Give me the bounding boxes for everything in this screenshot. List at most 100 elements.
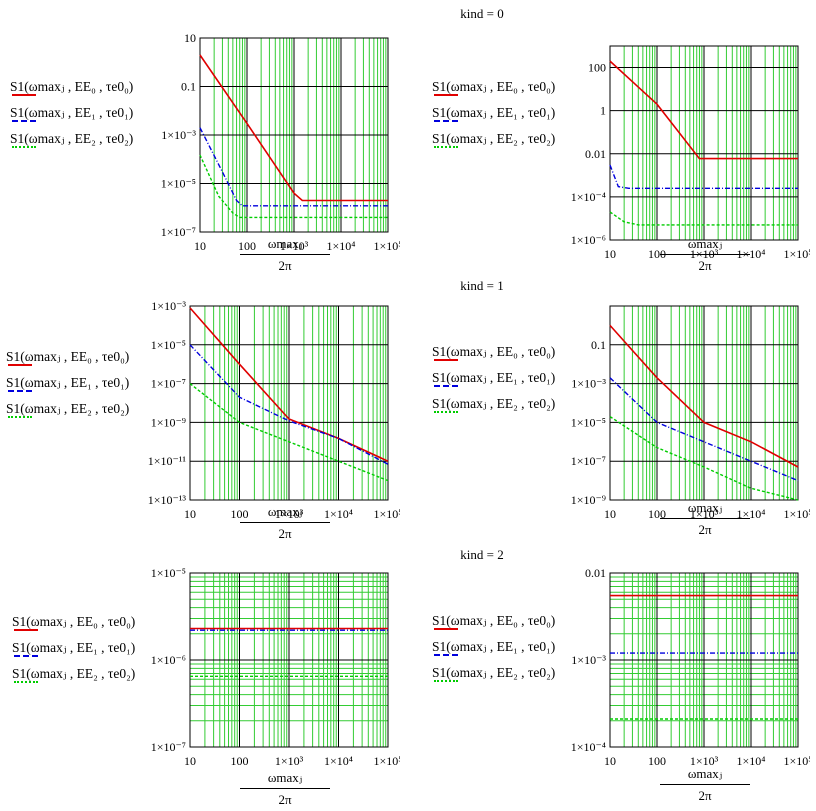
y-tick-label: 1×10⁻⁴ [571, 740, 606, 754]
legend-label: S1(ωmaxⱼ , EE₀ , τe0₀) [10, 79, 134, 94]
xlabel-kind1-left: ωmaxⱼ 2π [240, 504, 330, 542]
x-tick-label: 100 [648, 507, 666, 521]
x-tick-label: 1×10³ [280, 239, 309, 253]
y-tick-label: 1×10⁻¹¹ [148, 454, 187, 468]
legend-entry: S1(ωmaxⱼ , EE₂ , τe0₂) [432, 397, 555, 423]
legend-entry: S1(ωmaxⱼ , EE₂ , τe0₂) [432, 666, 555, 692]
xlabel-kind2-left: ωmaxⱼ 2π [240, 770, 330, 808]
legend-label: S1(ωmaxⱼ , EE₂ , τe0₂) [12, 666, 136, 681]
legend-entry: S1(ωmaxⱼ , EE₁ , τe0₁) [432, 106, 555, 132]
x-tick-label: 10 [194, 239, 206, 253]
y-tick-label: 100 [588, 61, 606, 75]
xlabel-denominator: 2π [698, 522, 712, 537]
y-tick-label: 1×10⁻⁹ [571, 493, 606, 507]
legend-entry: S1(ωmaxⱼ , EE₂ , τe0₂) [432, 132, 555, 158]
x-tick-label: 1×10⁵ [374, 239, 400, 253]
legend-swatch [434, 146, 458, 148]
x-tick-label: 10 [184, 507, 196, 521]
legend-label: S1(ωmaxⱼ , EE₁ , τe0₁) [6, 375, 130, 390]
xlabel-kind1-right: ωmaxⱼ 2π [660, 500, 750, 538]
xlabel-numerator: ωmaxⱼ [240, 236, 330, 255]
plot-frame [199, 37, 389, 233]
legend-label: S1(ωmaxⱼ , EE₂ , τe0₂) [10, 131, 134, 146]
series-line-2 [199, 154, 388, 219]
x-tick-label: 100 [648, 247, 666, 261]
legend-label: S1(ωmaxⱼ , EE₀ , τe0₀) [12, 614, 136, 629]
y-tick-label: 1×10⁻⁹ [151, 415, 186, 429]
xlabel-numerator: ωmaxⱼ [240, 504, 330, 523]
legend-entry: S1(ωmaxⱼ , EE₀ , τe0₀) [6, 350, 129, 376]
x-tick-label: 1×10³ [275, 507, 304, 521]
x-tick-label: 1×10⁵ [784, 754, 810, 768]
x-tick-label: 100 [648, 754, 666, 768]
legend-label: S1(ωmaxⱼ , EE₁ , τe0₁) [12, 640, 136, 655]
legend-swatch [12, 120, 36, 122]
legend-label: S1(ωmaxⱼ , EE₀ , τe0₀) [432, 613, 556, 628]
kind-label-1: kind = 1 [460, 278, 504, 293]
legend-swatch [434, 385, 458, 387]
plot-frame [609, 305, 799, 501]
plot-frame [189, 572, 389, 748]
series-line-0 [609, 60, 798, 160]
x-tick-label: 100 [231, 507, 249, 521]
legend-entry: S1(ωmaxⱼ , EE₀ , τe0₀) [432, 614, 555, 640]
plot-frame [609, 572, 799, 748]
legend-swatch [12, 146, 36, 148]
legend-label: S1(ωmaxⱼ , EE₁ , τe0₁) [432, 370, 556, 385]
series-line-2 [609, 416, 799, 501]
y-tick-label: 1×10⁻³ [571, 653, 606, 667]
legend-swatch [12, 94, 36, 96]
x-tick-label: 10 [184, 754, 196, 768]
series-line-2 [609, 211, 798, 226]
legend-entry: S1(ωmaxⱼ , EE₀ , τe0₀) [432, 345, 555, 371]
y-tick-label: 1×10⁻³ [161, 128, 196, 142]
legend-label: S1(ωmaxⱼ , EE₁ , τe0₁) [10, 105, 134, 120]
plot-frame [609, 45, 799, 241]
x-tick-label: 1×10³ [690, 507, 719, 521]
xlabel-numerator: ωmaxⱼ [660, 766, 750, 785]
legend-swatch [8, 364, 32, 366]
x-tick-label: 1×10⁴ [737, 754, 766, 768]
x-tick-label: 1×10⁴ [324, 507, 353, 521]
legend-label: S1(ωmaxⱼ , EE₂ , τe0₂) [432, 665, 556, 680]
xlabel-denominator: 2π [698, 788, 712, 803]
xlabel-denominator: 2π [278, 792, 292, 807]
y-tick-label: 1×10⁻³ [151, 299, 186, 313]
legend-swatch [434, 654, 458, 656]
y-tick-label: 1×10⁻⁵ [571, 415, 606, 429]
legend-swatch [8, 390, 32, 392]
legend-entry: S1(ωmaxⱼ , EE₁ , τe0₁) [432, 371, 555, 397]
x-tick-label: 1×10³ [690, 754, 719, 768]
xlabel-numerator: ωmaxⱼ [660, 500, 750, 519]
legend-label: S1(ωmaxⱼ , EE₂ , τe0₂) [432, 396, 556, 411]
x-tick-label: 1×10⁴ [327, 239, 356, 253]
x-tick-label: 10 [604, 754, 616, 768]
y-tick-label: 0.01 [585, 566, 606, 580]
chart-kind2-right: 10 100 1×10³ 1×10⁴ 1×10⁵ 1×10⁻⁴ 1×10⁻³ 0.01 [571, 566, 810, 768]
x-tick-label: 100 [231, 754, 249, 768]
legend-swatch [14, 629, 38, 631]
y-tick-label: 1×10⁻⁵ [151, 566, 186, 580]
kind-label-0: kind = 0 [460, 6, 504, 21]
x-tick-label: 1×10³ [275, 754, 304, 768]
y-tick-label: 1×10⁻⁶ [151, 653, 186, 667]
y-tick-label: 0.1 [591, 338, 606, 352]
y-tick-label: 1×10⁻⁷ [161, 225, 196, 239]
legend-kind1-right: S1(ωmaxⱼ , EE₀ , τe0₀) S1(ωmaxⱼ , EE₁ , τ… [432, 345, 555, 423]
legend-entry: S1(ωmaxⱼ , EE₂ , τe0₂) [12, 667, 135, 693]
x-tick-label: 10 [604, 247, 616, 261]
legend-swatch [434, 359, 458, 361]
x-tick-label: 1×10⁵ [374, 754, 400, 768]
y-tick-label: 1×10⁻⁷ [571, 454, 606, 468]
legend-entry: S1(ωmaxⱼ , EE₁ , τe0₁) [10, 106, 133, 132]
series-line-1 [199, 127, 388, 207]
y-tick-label: 1×10⁻¹³ [148, 493, 187, 507]
legend-kind2-right: S1(ωmaxⱼ , EE₀ , τe0₀) S1(ωmaxⱼ , EE₁ , τ… [432, 614, 555, 692]
legend-entry: S1(ωmaxⱼ , EE₂ , τe0₂) [10, 132, 133, 158]
series-line-0 [199, 54, 388, 202]
legend-swatch [434, 680, 458, 682]
legend-label: S1(ωmaxⱼ , EE₀ , τe0₀) [432, 344, 556, 359]
series-line-2 [189, 383, 389, 482]
y-tick-label: 1×10⁻⁵ [151, 338, 186, 352]
y-tick-label: 0.1 [181, 80, 196, 94]
